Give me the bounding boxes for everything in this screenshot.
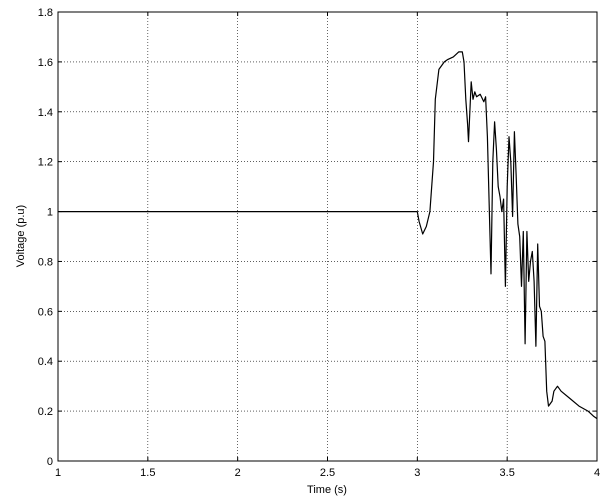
x-axis-label: Time (s) — [307, 484, 347, 496]
x-tick-label: 1.5 — [140, 467, 155, 479]
x-tick-label: 3.5 — [500, 467, 515, 479]
voltage-series-line — [58, 51, 598, 420]
x-tick-label: 3 — [414, 467, 420, 479]
x-tick-label: 2.5 — [320, 467, 335, 479]
axis-ticks: 1 1.5 2 2.5 3 3.5 4 0 0.2 0.4 0.6 0.8 1 1.2 1.4 1.6 1.8 — [38, 7, 600, 479]
y-tick-label: 0 — [47, 456, 53, 468]
x-tick-label: 1 — [55, 467, 61, 479]
y-tick-label: 0.4 — [38, 356, 53, 368]
y-tick-label: 0.2 — [38, 406, 53, 418]
y-tick-label: 1 — [47, 207, 53, 219]
y-tick-label: 1.2 — [38, 157, 53, 169]
y-tick-label: 0.6 — [38, 306, 53, 318]
y-tick-label: 0.8 — [38, 256, 53, 268]
y-tick-label: 1.4 — [38, 107, 53, 119]
x-tick-label: 4 — [594, 467, 600, 479]
x-tick-label: 2 — [235, 467, 241, 479]
y-axis-label: Voltage (p.u) — [15, 205, 27, 267]
y-tick-label: 1.8 — [38, 7, 53, 19]
y-tick-label: 1.6 — [38, 57, 53, 69]
series-layer — [58, 51, 598, 420]
